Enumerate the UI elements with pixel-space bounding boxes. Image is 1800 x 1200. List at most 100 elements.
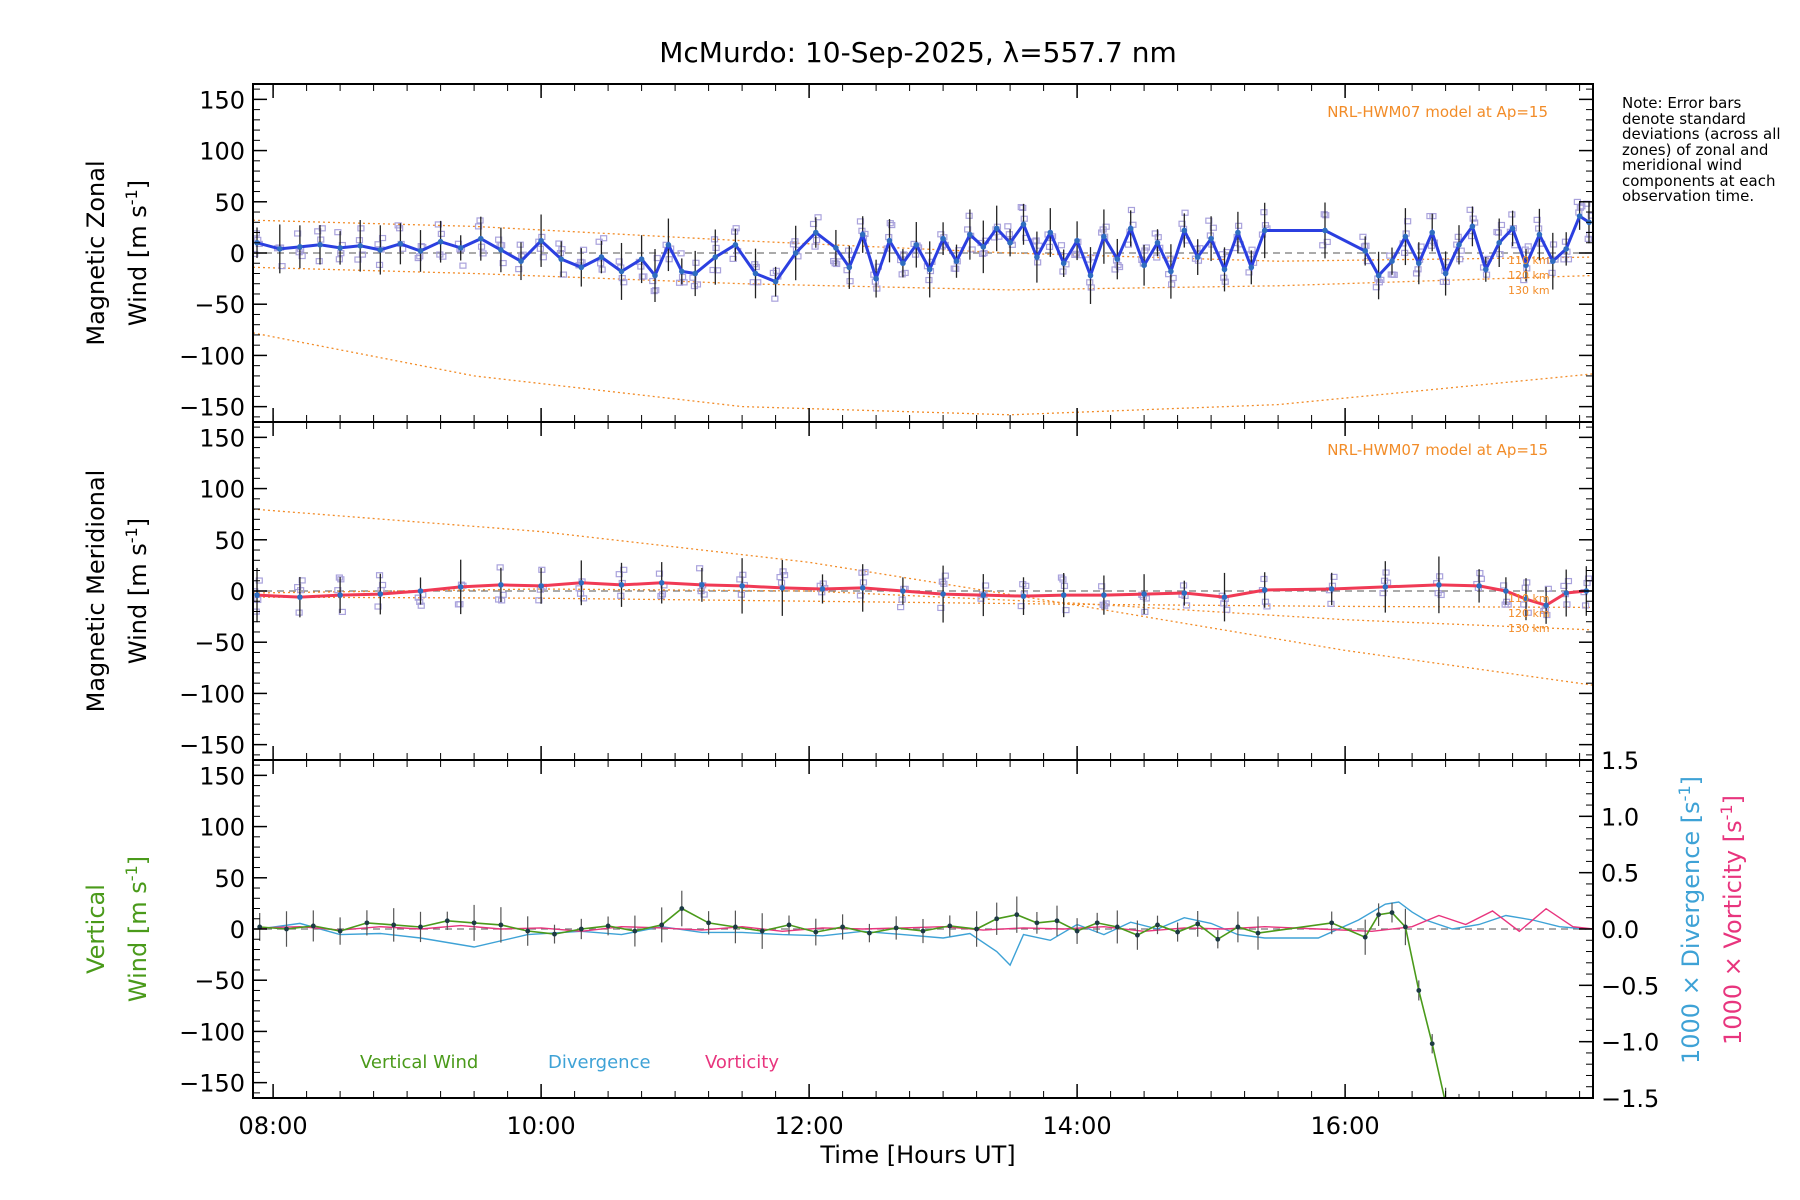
y-tick-label: −100: [179, 1018, 245, 1046]
meridional-wind-point: [618, 582, 625, 588]
zonal-wind-point: [1114, 256, 1121, 262]
zonal-wind-point: [498, 247, 504, 253]
zone-marker: [898, 596, 906, 603]
zone-marker: [414, 254, 422, 262]
zone-marker: [476, 217, 484, 224]
zone-marker: [856, 592, 865, 599]
y-axis-title-line2: Wind [m s-1]: [122, 856, 152, 1002]
zone-marker: [1220, 274, 1228, 281]
zone-marker: [1456, 256, 1464, 263]
zone-marker: [1059, 576, 1067, 583]
zone-marker: [901, 269, 909, 277]
zone-marker: [474, 223, 483, 230]
vertical-wind-point: [605, 923, 611, 929]
zone-marker: [1504, 601, 1512, 608]
vertical-wind-point: [1135, 932, 1140, 938]
zonal-wind-point: [1375, 272, 1382, 279]
zone-marker: [1535, 225, 1543, 232]
zone-marker: [809, 220, 818, 228]
zone-marker: [856, 218, 865, 225]
zone-marker: [318, 225, 326, 232]
zone-marker: [416, 598, 424, 605]
zonal-wind-point: [1523, 262, 1529, 269]
vertical-wind-point: [786, 922, 792, 928]
zonal-wind-point: [1402, 233, 1409, 240]
meridional-wind-point: [1503, 588, 1509, 594]
model-label: NRL-HWM07 model at Ap=15: [1327, 103, 1548, 121]
zone-marker: [437, 230, 445, 237]
zone-marker: [1563, 601, 1571, 608]
zone-marker: [1168, 281, 1176, 288]
model-altitude-label: 120 km: [1508, 607, 1550, 620]
zonal-wind-point: [1456, 242, 1462, 248]
zone-marker: [1062, 606, 1070, 614]
zone-marker: [1087, 284, 1095, 291]
zone-marker: [1417, 243, 1425, 250]
vertical-wind-point: [1389, 910, 1395, 916]
zone-marker: [1508, 211, 1516, 218]
zone-marker: [729, 255, 737, 262]
zone-marker: [1581, 602, 1590, 609]
zone-marker: [618, 274, 626, 282]
zonal-wind-point: [1563, 246, 1569, 252]
zone-marker: [558, 245, 566, 253]
y3-axis-title: 1000 × Vorticity [s-1]: [1717, 795, 1747, 1045]
vertical-wind-point: [498, 922, 504, 928]
meridional-wind-point: [1261, 587, 1268, 593]
zonal-wind-point: [1020, 221, 1027, 228]
zone-marker: [1235, 222, 1243, 229]
y-axis-title-line1: Magnetic Meridional: [82, 470, 110, 713]
zone-marker: [295, 609, 303, 616]
zone-marker: [378, 581, 387, 589]
zone-marker: [1260, 575, 1268, 583]
zonal-wind-point: [1389, 258, 1395, 264]
zone-marker: [456, 601, 464, 608]
zone-marker: [1245, 269, 1253, 276]
y2-tick-label: 1.5: [1601, 747, 1639, 775]
zone-marker: [1330, 573, 1338, 580]
vertical-wind-point: [444, 918, 450, 924]
zone-marker: [536, 245, 544, 252]
vertical-wind-point: [1403, 924, 1408, 930]
zone-marker: [791, 238, 799, 245]
y-axis-title-line2: Wind [m s-1]: [122, 180, 152, 326]
zone-marker: [620, 566, 628, 573]
zonal-wind-point: [598, 254, 605, 260]
zone-marker: [1404, 218, 1412, 225]
zone-marker: [709, 266, 717, 274]
zone-marker: [1520, 601, 1528, 608]
y-tick-label: −50: [194, 629, 245, 657]
error-bar-note: Note: Error bars denote standard deviati…: [1622, 94, 1781, 205]
zone-marker: [1386, 252, 1394, 259]
meridional-wind-point: [1221, 594, 1228, 600]
zonal-wind-point: [752, 270, 759, 277]
zone-marker: [535, 597, 543, 604]
zonal-wind-point: [1127, 225, 1134, 232]
zone-marker: [1221, 278, 1229, 285]
meridional-wind-point: [859, 585, 866, 591]
zone-marker: [1549, 241, 1558, 248]
meridional-wind-point: [417, 588, 424, 594]
zone-marker: [1179, 582, 1188, 589]
meridional-wind-point: [1382, 584, 1389, 590]
vertical-wind-point: [1014, 912, 1020, 918]
zonal-wind-point: [1208, 235, 1214, 242]
zonal-wind-point: [578, 264, 585, 271]
y2-tick-label: −0.5: [1601, 972, 1659, 1000]
zone-marker: [1057, 242, 1066, 249]
meridional-wind-point: [1181, 590, 1188, 596]
vertical-wind-point: [418, 924, 423, 930]
zone-marker: [598, 266, 606, 273]
zone-marker: [1169, 274, 1177, 282]
zone-marker: [1327, 600, 1335, 607]
vertical-wind-point: [284, 926, 289, 932]
zone-marker: [732, 225, 740, 232]
zone-marker: [1390, 271, 1398, 278]
zonal-wind-point: [712, 254, 719, 260]
zone-marker: [900, 251, 908, 258]
zone-marker: [1320, 211, 1328, 218]
x-tick-label: 14:00: [1043, 1112, 1112, 1140]
y-tick-label: −150: [179, 1070, 245, 1098]
legend-vertical-wind: Vertical Wind: [360, 1052, 478, 1073]
